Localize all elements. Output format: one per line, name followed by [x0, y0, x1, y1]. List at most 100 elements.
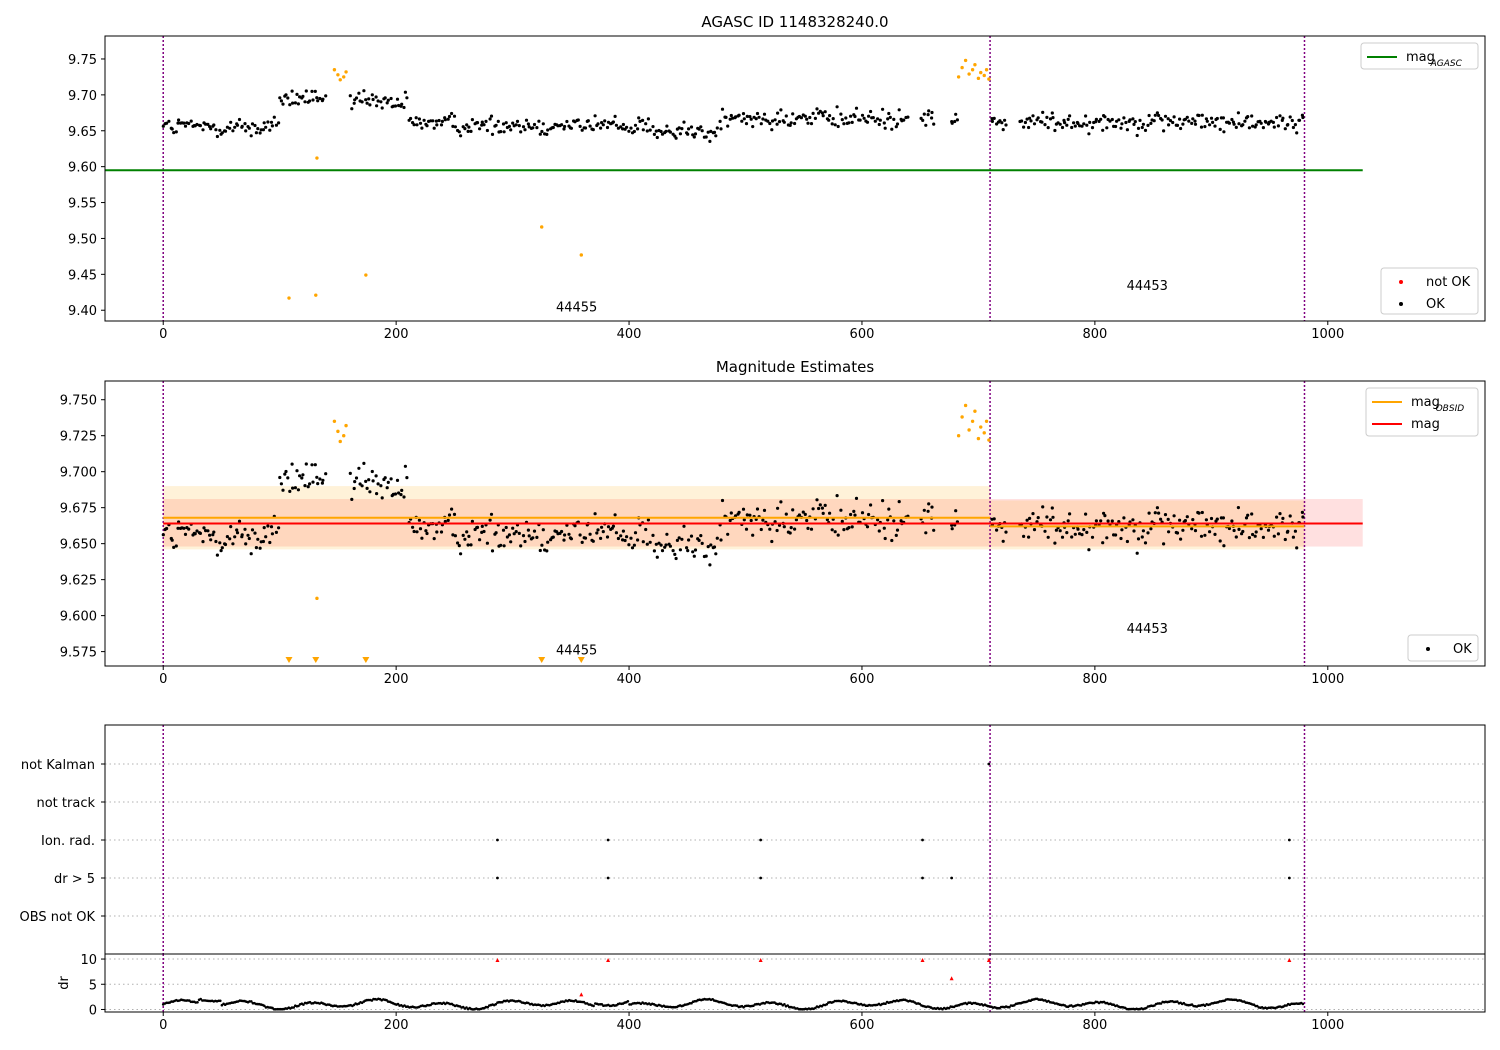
panel2-ok-point — [600, 525, 604, 529]
panel2-ok-point — [176, 526, 180, 530]
panel4-dr-point — [494, 1003, 498, 1006]
panel2-ytick-label-7: 9.750 — [60, 394, 97, 409]
panel2-ok-point — [526, 528, 531, 532]
panel2-ok-point — [1025, 518, 1029, 522]
panel2-ok-point — [453, 534, 457, 538]
panel2-ok-point — [1295, 546, 1299, 550]
panel1-ok-point — [644, 122, 648, 126]
panel2-ok-point — [1172, 514, 1176, 518]
panel1-ok-point — [1114, 124, 1118, 129]
panel2-ok-point — [691, 550, 695, 554]
panel2-ok-point — [535, 535, 539, 540]
panel2-ok-point — [680, 537, 684, 541]
panel1-ok-point — [748, 115, 752, 119]
panel2-ok-point — [1155, 506, 1159, 510]
panel1-ytick-label-5: 9.65 — [68, 125, 97, 140]
panel2-ok-point — [674, 556, 678, 561]
panel2-ok-point — [209, 538, 213, 542]
panel2-flagged-point — [979, 425, 983, 429]
panel1-ok-point — [1153, 113, 1157, 117]
panel2-ok-point — [1157, 511, 1161, 515]
panel1-ok-point — [538, 132, 542, 136]
panel2-ok-point — [249, 552, 253, 556]
panel2-ytick-label-0: 9.575 — [60, 646, 97, 661]
panel2-ok-point — [1281, 516, 1285, 521]
panel1-ok-point — [262, 121, 266, 125]
panel1-ok-point — [478, 127, 482, 131]
panel1-ok-point — [1251, 124, 1255, 128]
panel1-ok-point — [693, 132, 698, 136]
panel2-ok-point — [673, 552, 677, 557]
panel1-ok-point — [729, 113, 733, 118]
panel1-ok-point — [871, 116, 875, 120]
panel2-ok-point — [233, 535, 237, 539]
panel2-ok-point — [223, 542, 228, 547]
panel1-flagged-point — [960, 65, 964, 70]
panel1-ok-point — [992, 116, 996, 120]
panel4-frame — [104, 953, 1486, 1013]
panel2-flagged-point — [973, 409, 977, 413]
panel1-ok-point — [811, 111, 815, 115]
panel1-ok-point — [266, 120, 270, 124]
panel1-ok-point — [922, 112, 926, 116]
panel2-ok-point — [745, 513, 749, 517]
panel2-ok-point — [456, 541, 460, 545]
panel2-ok-point — [1084, 512, 1088, 516]
panel1-ok-point — [806, 121, 810, 125]
panel2-ok-point — [370, 469, 374, 474]
panel1-ok-point — [545, 132, 549, 136]
panel1-ok-point — [621, 122, 626, 127]
panel4-dr-point — [783, 1003, 786, 1006]
panel2-ok-point — [954, 509, 958, 513]
panel1-ok-point — [235, 123, 240, 127]
panel2-ok-point — [488, 518, 492, 522]
panel1-ok-point — [1070, 125, 1074, 130]
panel1-ok-point — [176, 121, 180, 125]
panel1-ok-point — [842, 122, 846, 126]
panel1-ok-point — [1094, 120, 1098, 124]
panel2-ok-point — [708, 563, 712, 567]
panel2-ok-point — [521, 534, 526, 538]
panel4-xtick-label-0: 0 — [159, 1018, 167, 1033]
panel2-ok-point — [193, 532, 197, 536]
panel2-ok-point — [720, 498, 725, 503]
panel2-ok-point — [374, 474, 378, 478]
panel1-ok-point — [926, 113, 930, 117]
panel4-red-point — [579, 992, 584, 997]
panel2-ok-point — [1197, 511, 1201, 515]
panel1-ok-point — [258, 131, 262, 135]
panel1-frame — [104, 35, 1486, 322]
panel2-ok-point — [1051, 515, 1055, 519]
panel2-ok-point — [1272, 534, 1276, 538]
panel2-ok-point — [621, 538, 625, 542]
panel2-ok-point — [1140, 535, 1144, 539]
panel2-flagged-point — [342, 433, 346, 438]
panel1-ok-point — [1108, 119, 1112, 123]
panel1-ok-point — [1232, 122, 1236, 126]
panel1-ok-point — [881, 107, 885, 111]
panel4-ylabel: dr — [57, 976, 72, 990]
panel1-ok-point — [1197, 113, 1201, 118]
panel4-dr-point — [1145, 1006, 1148, 1010]
panel3-flag-point — [496, 838, 499, 842]
panel1-legend-swatch-0 — [1399, 280, 1403, 284]
panel2-ok-point — [295, 469, 299, 473]
panel2-ok-point — [644, 527, 648, 532]
panel1-ok-point — [475, 121, 480, 125]
panel1-ok-point — [990, 119, 995, 123]
panel1-ok-point — [434, 119, 438, 123]
panel-flags: not Kalman not track Ion. rad. dr > 5 OBS no… — [20, 724, 1486, 955]
panel2-ok-point — [1135, 551, 1139, 555]
panel4-red-point — [495, 958, 500, 963]
panel2-ok-point — [1167, 530, 1171, 534]
panel2-flagged-point — [332, 419, 337, 424]
panel1-ok-point — [633, 123, 638, 127]
panel1-ok-point — [1243, 119, 1247, 123]
panel1-ok-point — [467, 125, 471, 129]
panel1-ok-point — [1088, 120, 1092, 124]
panel4-dr-point — [918, 1002, 921, 1006]
panel2-ok-point — [1146, 531, 1150, 535]
panel2-ok-point — [611, 524, 616, 528]
panel2-ok-point — [1159, 517, 1163, 521]
panel2-ok-point — [1301, 515, 1305, 519]
